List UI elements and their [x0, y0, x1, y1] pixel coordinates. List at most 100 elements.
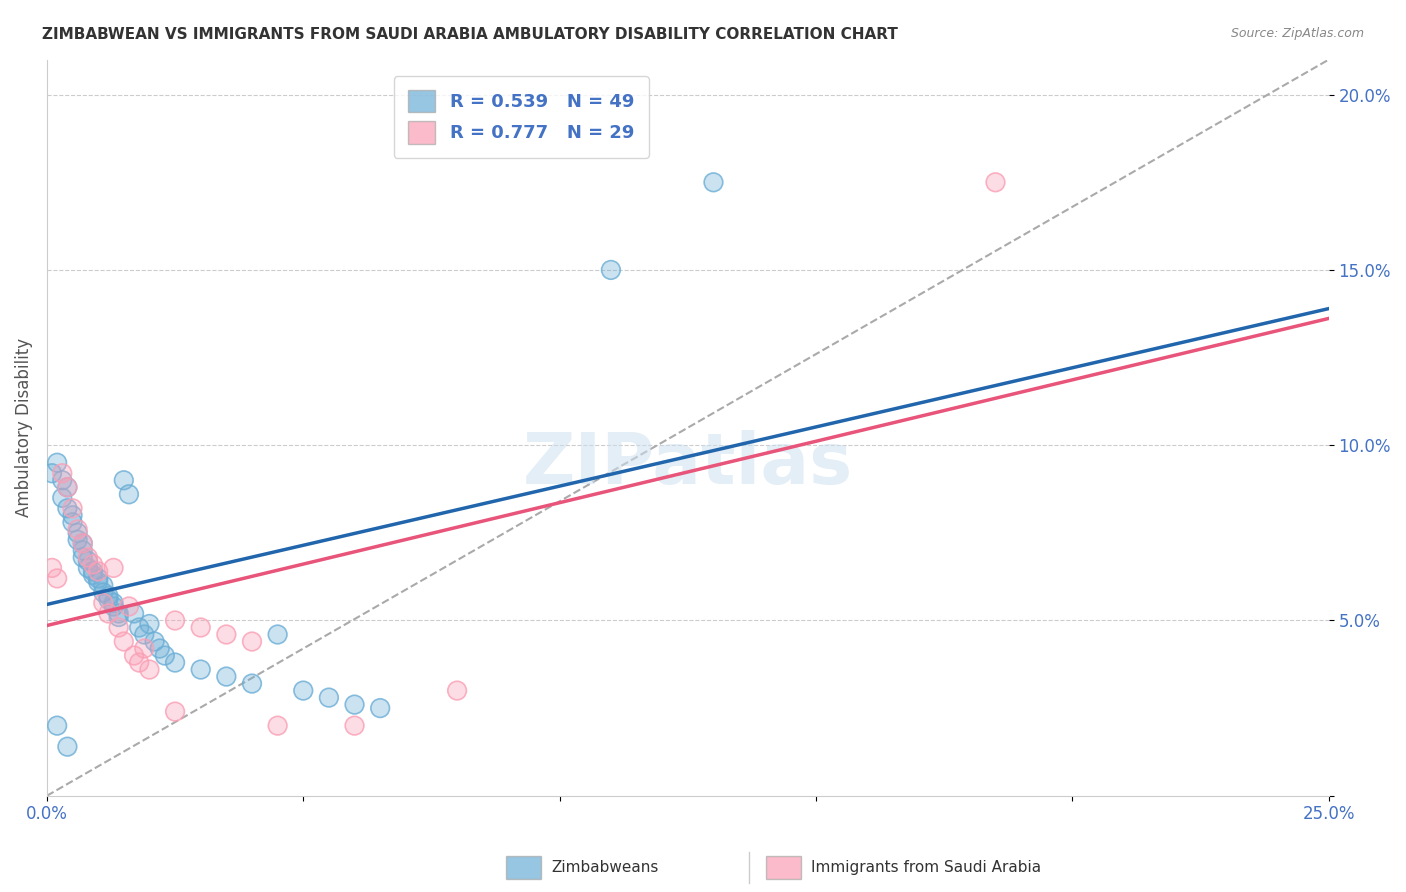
- Point: [165, 656, 187, 670]
- Point: [103, 596, 125, 610]
- Text: Immigrants from Saudi Arabia: Immigrants from Saudi Arabia: [811, 861, 1042, 875]
- Point: [138, 617, 160, 632]
- Point: [215, 627, 238, 641]
- Point: [240, 634, 263, 648]
- Point: [446, 683, 468, 698]
- Point: [143, 634, 166, 648]
- Point: [112, 634, 135, 648]
- Point: [190, 663, 212, 677]
- Point: [97, 607, 120, 621]
- Point: [149, 641, 172, 656]
- Point: [87, 574, 110, 589]
- Point: [107, 610, 129, 624]
- Y-axis label: Ambulatory Disability: Ambulatory Disability: [15, 338, 32, 517]
- Point: [240, 676, 263, 690]
- Point: [56, 480, 79, 494]
- Point: [122, 607, 145, 621]
- Point: [46, 719, 69, 733]
- Point: [66, 525, 89, 540]
- Point: [56, 739, 79, 754]
- Point: [62, 501, 84, 516]
- Point: [134, 627, 156, 641]
- Point: [343, 719, 366, 733]
- Point: [600, 263, 623, 277]
- Point: [87, 571, 110, 585]
- Point: [56, 480, 79, 494]
- Point: [446, 683, 468, 698]
- Point: [240, 676, 263, 690]
- Point: [128, 620, 150, 634]
- Point: [46, 719, 69, 733]
- Point: [190, 620, 212, 634]
- Point: [97, 589, 120, 603]
- Point: [103, 599, 125, 614]
- Point: [107, 607, 129, 621]
- Point: [87, 565, 110, 579]
- Point: [46, 571, 69, 585]
- Point: [240, 634, 263, 648]
- Point: [368, 701, 391, 715]
- Point: [87, 574, 110, 589]
- Point: [82, 565, 104, 579]
- Point: [149, 641, 172, 656]
- Point: [138, 617, 160, 632]
- Point: [51, 491, 73, 505]
- Point: [318, 690, 340, 705]
- Point: [153, 648, 176, 663]
- Text: Source: ZipAtlas.com: Source: ZipAtlas.com: [1230, 27, 1364, 40]
- Point: [122, 648, 145, 663]
- Point: [62, 508, 84, 523]
- Point: [82, 565, 104, 579]
- Point: [215, 669, 238, 683]
- Point: [82, 558, 104, 572]
- Point: [103, 561, 125, 575]
- Point: [343, 698, 366, 712]
- Point: [51, 467, 73, 481]
- Point: [51, 473, 73, 487]
- Point: [292, 683, 315, 698]
- Point: [51, 491, 73, 505]
- Point: [112, 473, 135, 487]
- Point: [343, 719, 366, 733]
- Point: [72, 550, 94, 565]
- Point: [56, 501, 79, 516]
- Point: [77, 561, 100, 575]
- Point: [82, 568, 104, 582]
- Point: [97, 592, 120, 607]
- Point: [702, 175, 724, 189]
- Point: [87, 565, 110, 579]
- Point: [56, 480, 79, 494]
- Point: [266, 719, 288, 733]
- Point: [72, 536, 94, 550]
- Point: [46, 571, 69, 585]
- Point: [984, 175, 1007, 189]
- Point: [91, 596, 114, 610]
- Point: [62, 516, 84, 530]
- Point: [190, 620, 212, 634]
- Point: [118, 599, 141, 614]
- Point: [128, 656, 150, 670]
- Point: [107, 620, 129, 634]
- Point: [165, 614, 187, 628]
- Point: [41, 561, 63, 575]
- Point: [107, 607, 129, 621]
- Point: [82, 558, 104, 572]
- Legend: R = 0.539   N = 49, R = 0.777   N = 29: R = 0.539 N = 49, R = 0.777 N = 29: [394, 76, 648, 158]
- Point: [72, 536, 94, 550]
- Point: [51, 467, 73, 481]
- Point: [318, 690, 340, 705]
- Point: [103, 596, 125, 610]
- Point: [128, 620, 150, 634]
- Point: [118, 487, 141, 501]
- Point: [91, 596, 114, 610]
- Point: [46, 456, 69, 470]
- Point: [128, 656, 150, 670]
- Point: [266, 627, 288, 641]
- Point: [91, 578, 114, 592]
- Point: [72, 543, 94, 558]
- Point: [292, 683, 315, 698]
- Point: [118, 487, 141, 501]
- Point: [62, 508, 84, 523]
- Point: [97, 607, 120, 621]
- Point: [112, 634, 135, 648]
